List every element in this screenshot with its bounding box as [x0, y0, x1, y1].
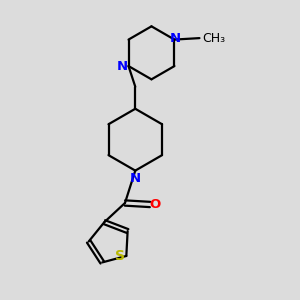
Text: N: N	[169, 32, 181, 45]
Text: N: N	[130, 172, 141, 185]
Text: O: O	[150, 198, 161, 211]
Text: S: S	[115, 249, 125, 263]
Text: CH₃: CH₃	[202, 32, 225, 45]
Text: N: N	[116, 60, 128, 73]
